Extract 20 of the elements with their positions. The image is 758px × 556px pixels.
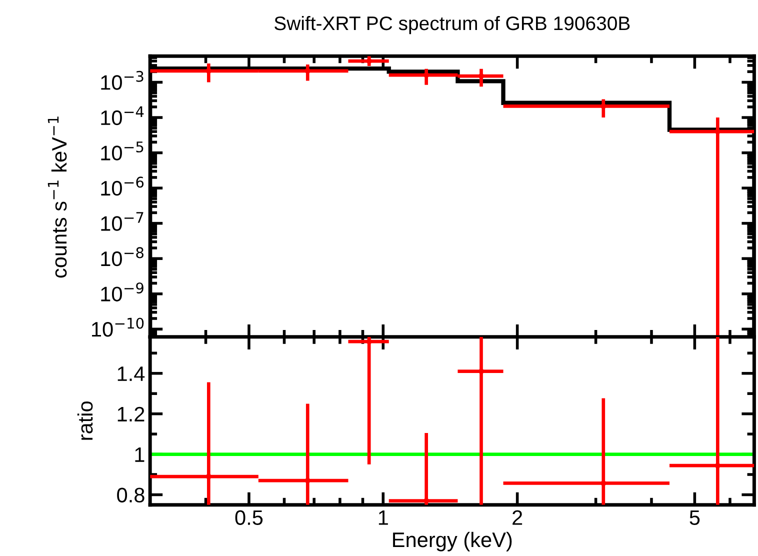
y-tick-label: 10$^{−8}$: [101, 247, 144, 266]
y-tick-label: 10$^{−6}$: [101, 176, 144, 196]
y-axis-title: counts s$^{−1}$ keV$^{−1}$: [48, 116, 67, 278]
y-tick-label: 10$^{−10}$: [92, 318, 144, 337]
y-tick-label: 0.8: [117, 488, 144, 502]
y-tick-label: 10$^{−5}$: [101, 142, 144, 160]
y-tick-label: 1: [135, 447, 144, 462]
x-tick-label: 1: [378, 510, 388, 525]
x-tick-label: 0.5: [235, 510, 263, 526]
y-tick-label: 10$^{−9}$: [101, 282, 144, 302]
y-tick-label: 10$^{−4}$: [101, 106, 144, 126]
x-tick-label: 2: [512, 510, 522, 525]
y-tick-label: 1.4: [118, 366, 145, 381]
x-tick-label: 5: [690, 510, 700, 526]
y-axis-title: ratio: [77, 402, 93, 440]
chart-title: Swift-XRT PC spectrum of GRB 190630B: [274, 16, 630, 34]
y-tick-label: 1.2: [118, 406, 144, 422]
x-axis-title: Energy (keV): [393, 532, 512, 552]
y-tick-label: 10$^{−3}$: [101, 70, 144, 90]
y-tick-label: 10$^{−7}$: [101, 212, 144, 231]
